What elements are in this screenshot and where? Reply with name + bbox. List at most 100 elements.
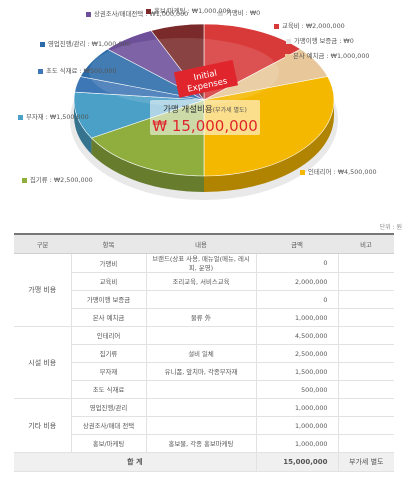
table-row: 본사 예치금 물류 外 1,000,000 [14,308,394,327]
data-label: 본사 예치금 : ₩1,000,000 [293,52,370,60]
content-cell: 설비 일체 [146,344,256,363]
group-cell: 가맹 비용 [14,253,72,327]
pie-chart: Initial Expenses 가맹 개설비용(부가세 별도) ₩ 15,000,0… [0,0,408,218]
total-note: 부가세 별도 [337,452,394,472]
note-cell [337,308,394,327]
table-row: 교육비 조리교육, 서비스교육 2,000,000 [14,272,394,291]
legend-item-site_survey: 상권조사/매대전택 : ₩1,000,000 [86,10,188,18]
legend-swatch [40,41,45,47]
legend-swatch [146,8,151,14]
content-cell [146,380,256,399]
table-row: 시설 비용 인테리어 4,500,000 [14,326,394,399]
legend-swatch [218,10,223,16]
note-cell [337,344,394,363]
amount-cell: 1,000,000 [255,308,338,327]
data-label: 부자재 : ₩1,500,000 [26,113,89,121]
data-label: 인테리어 : ₩4,500,000 [308,168,377,176]
badge-line-1: Initial [193,69,218,84]
legend-item-initial_stock: 초도 식재료 : ₩500,000 [38,67,116,75]
center-title-note: (부가세 별도) [213,106,247,114]
total-row: 합 계 15,000,000 부가세 별도 [14,452,394,472]
content-cell: 홍보물, 각종 홍보마케팅 [146,434,256,453]
legend-swatch [18,114,23,120]
item-cell: 집기류 [71,344,147,363]
content-cell: 브랜드(상표 사용, 매뉴얼(메뉴, 레시피, 운영) [146,253,256,273]
group-cell: 시설 비용 [14,326,72,399]
table-row: 집기류 설비 일체 2,500,000 [14,344,394,363]
center-panel [150,100,260,135]
badge-bg [173,59,239,98]
legend-item-fixtures: 집기류 : ₩2,500,000 [22,176,93,184]
header-item: 항목 [71,233,146,254]
total-label: 합 계 [14,452,256,472]
legend-swatch [274,23,279,29]
amount-cell: 1,000,000 [255,398,338,417]
slice-side-interior [204,100,334,192]
slice-side-materials [74,100,92,154]
data-label: 가맹이행 보증금 : ₩0 [294,37,354,45]
data-label: 교육비 : ₩2,000,000 [282,22,345,30]
header-category: 구분 [14,233,71,254]
data-label: 영업진행/관리 : ₩1,000,000 [48,40,131,48]
content-cell: 조리교육, 서비스교육 [146,272,256,291]
note-cell [337,434,394,453]
amount-cell: 0 [255,290,338,309]
legend-swatch [86,11,91,17]
note-cell [337,416,394,435]
item-cell: 가맹비 [71,253,147,273]
amount-cell: 1,000,000 [255,416,338,435]
legend-item-materials: 부자재 : ₩1,500,000 [18,113,89,121]
content-cell [146,290,256,309]
center-title: 가맹 개설비용(부가세 별도) [163,104,247,115]
note-cell [337,398,394,417]
center-total: ₩ 15,000,000 [152,117,257,135]
amount-cell: 4,500,000 [255,326,338,345]
amount-cell: 2,000,000 [255,272,338,291]
legend-swatch [38,68,43,74]
item-cell: 홍보/마케팅 [71,434,147,453]
slice-side-fixtures [91,138,204,192]
legend-swatch [300,169,305,175]
table-body: 가맹 비용 가맹비 브랜드(상표 사용, 매뉴얼(메뉴, 레시피, 운영) 0 교육비 조… [14,253,394,472]
unit-note: 단위 : 원 [379,224,402,231]
table-row: 홍보/마케팅 홍보물, 각종 홍보마케팅 1,000,000 [14,434,394,453]
note-cell [337,380,394,399]
cost-table: 구분 항목 내용 금액 비고 가맹 비용 가맹비 브랜드(상표 사용, 매뉴얼(메뉴… [14,233,394,472]
note-cell [337,326,394,345]
total-amount: 15,000,000 [255,452,338,472]
note-cell [337,253,394,273]
note-cell [337,362,394,381]
item-cell: 상권조사/매대 전택 [71,416,147,435]
data-label: 상권조사/매대전택 : ₩1,000,000 [94,10,189,18]
center-title-main: 가맹 개설비용 [163,104,213,115]
note-cell [337,272,394,291]
data-label: 집기류 : ₩2,500,000 [30,176,93,184]
legend-swatch [286,38,291,44]
amount-cell: 500,000 [255,380,338,399]
amount-cell: 1,000,000 [255,434,338,453]
legend-swatch [285,53,290,59]
content-cell [146,398,256,417]
table-row: 가맹이행 보증금 0 [14,290,394,309]
content-cell [146,326,256,345]
item-cell: 가맹이행 보증금 [71,290,147,309]
item-cell: 부자재 [71,362,147,381]
amount-cell: 2,500,000 [255,344,338,363]
content-cell: 유니폼, 앞치마, 각종부자재 [146,362,256,381]
content-cell [146,416,256,435]
amount-cell: 1,500,000 [255,362,338,381]
content-cell: 물류 外 [146,308,256,327]
legend-item-marketing: 홍보/마케팅 : ₩1,000,000 [146,7,231,15]
table-row: 가맹 비용 가맹비 브랜드(상표 사용, 매뉴얼(메뉴, 레시피, 운영) 0 [14,253,394,327]
item-cell: 영업진행/관리 [71,398,147,417]
item-cell: 인테리어 [71,326,147,345]
legend-swatch [22,177,27,183]
data-label: 가맹비 : ₩0 [226,9,261,17]
table-header-row: 구분 항목 내용 금액 비고 [14,233,394,254]
item-cell: 초도 식재료 [71,380,147,399]
legend-item-franchise: 가맹비 : ₩0 [218,9,260,17]
header-content: 내용 [146,233,256,254]
legend-item-education: 교육비 : ₩2,000,000 [274,22,345,30]
